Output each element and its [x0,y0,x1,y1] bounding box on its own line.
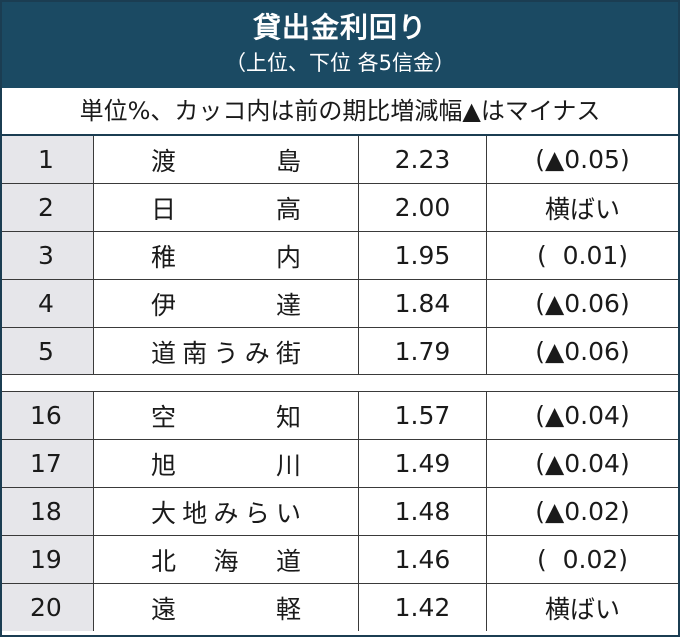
bank-name: 大地みらい [151,498,301,528]
bank-name: 稚内 [151,242,301,272]
change-cell: (▲0.06) [535,337,630,366]
table-row: 19 北海道 1.46 ( 0.02) [2,536,678,584]
table-row: 5 道南うみ街 1.79 (▲0.06) [2,328,678,375]
change-cell: (▲0.04) [535,449,630,478]
bank-name: 渡島 [151,146,301,176]
change-cell: 横ばい [544,594,620,624]
rate-cell: 1.79 [359,328,487,375]
name-cell: 空知 [94,392,359,439]
change-cell: ( 0.02) [536,545,629,574]
bank-name: 旭川 [151,450,301,480]
name-cell: 北海道 [94,536,359,583]
rank-cell: 19 [2,536,94,583]
change-cell: 横ばい [544,194,620,224]
name-cell: 遠軽 [94,584,359,631]
name-cell: 大地みらい [94,488,359,535]
name-cell: 稚内 [94,232,359,279]
bottom5-table: 16 空知 1.57 (▲0.04) 17 旭川 1.49 (▲0.04) 18… [2,392,678,631]
table-title: 貸出金利回り [252,11,427,44]
rank-cell: 16 [2,392,94,439]
change-cell: ( 0.01) [536,241,629,270]
unit-note: 単位%、カッコ内は前の期比増減幅▲はマイナス [2,88,678,136]
rank-cell: 17 [2,440,94,487]
table-row: 2 日高 2.00 横ばい [2,184,678,232]
rate-cell: 2.23 [359,136,487,183]
rate-cell: 1.42 [359,584,487,631]
rate-cell: 1.57 [359,392,487,439]
table-row: 16 空知 1.57 (▲0.04) [2,392,678,440]
top5-table: 1 渡島 2.23 (▲0.05) 2 日高 2.00 横ばい 3 稚内 1.9… [2,136,678,375]
bank-name: 遠軽 [151,594,301,624]
rank-cell: 4 [2,280,94,327]
rank-cell: 5 [2,328,94,375]
change-cell: (▲0.02) [535,497,630,526]
name-cell: 旭川 [94,440,359,487]
bank-name: 伊達 [151,290,301,320]
name-cell: 日高 [94,184,359,231]
rank-cell: 18 [2,488,94,535]
section-divider [2,374,678,392]
table-row: 1 渡島 2.23 (▲0.05) [2,136,678,184]
rank-cell: 2 [2,184,94,231]
change-cell: (▲0.06) [535,289,630,318]
table-header: 貸出金利回り （上位、下位 各5信金） [2,2,678,88]
change-cell: (▲0.05) [535,145,630,174]
rank-cell: 1 [2,136,94,183]
rate-cell: 1.95 [359,232,487,279]
rate-cell: 1.46 [359,536,487,583]
name-cell: 渡島 [94,136,359,183]
rate-cell: 1.48 [359,488,487,535]
rate-cell: 1.49 [359,440,487,487]
bank-name: 北海道 [151,546,301,576]
bank-name: 空知 [151,402,301,432]
table-row: 17 旭川 1.49 (▲0.04) [2,440,678,488]
table-row: 20 遠軽 1.42 横ばい [2,584,678,631]
table-row: 3 稚内 1.95 ( 0.01) [2,232,678,280]
rank-cell: 20 [2,584,94,631]
name-cell: 伊達 [94,280,359,327]
bank-name: 道南うみ街 [151,338,301,368]
table-row: 4 伊達 1.84 (▲0.06) [2,280,678,328]
bank-name: 日高 [151,194,301,224]
rate-cell: 2.00 [359,184,487,231]
rank-cell: 3 [2,232,94,279]
change-cell: (▲0.04) [535,401,630,430]
name-cell: 道南うみ街 [94,328,359,375]
table-row: 18 大地みらい 1.48 (▲0.02) [2,488,678,536]
table-subtitle: （上位、下位 各5信金） [224,51,456,75]
rate-cell: 1.84 [359,280,487,327]
